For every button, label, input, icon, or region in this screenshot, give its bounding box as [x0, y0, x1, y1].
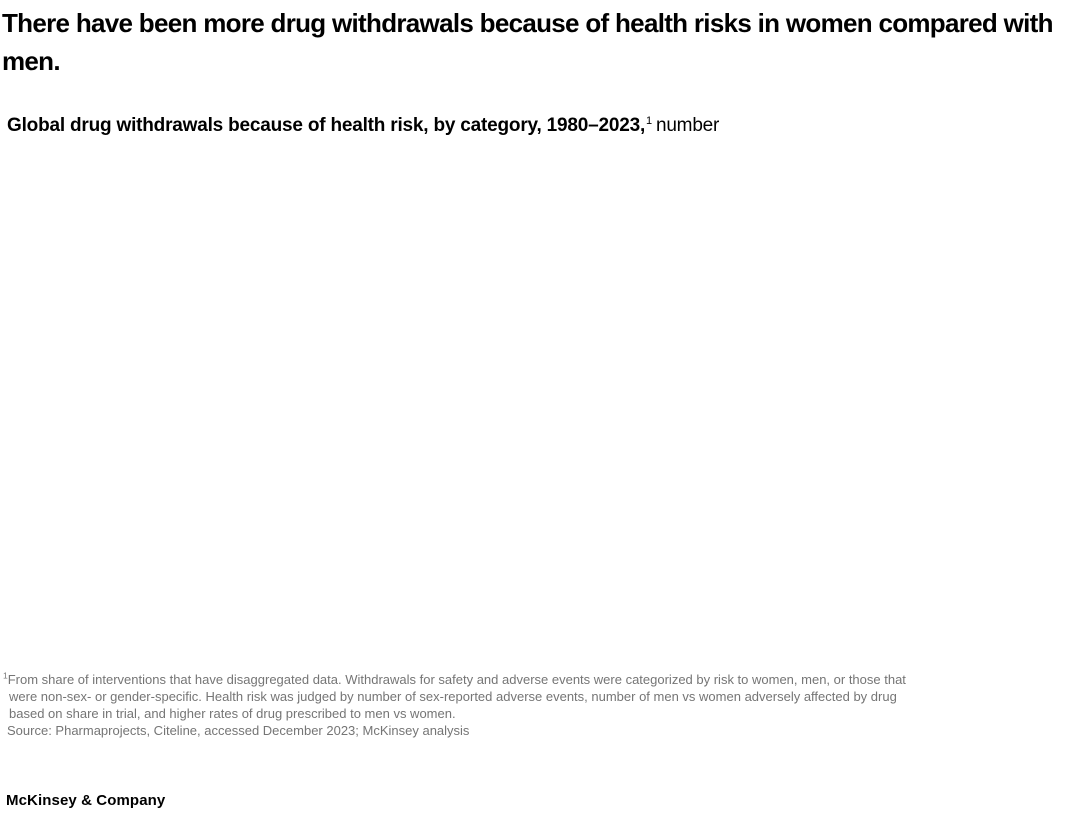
footnote-text: From share of interventions that have di…: [7, 672, 906, 687]
page-title: There have been more drug withdrawals be…: [2, 8, 1054, 76]
footnote-line-1: 1From share of interventions that have d…: [3, 671, 1060, 688]
footnote-reference-superscript: 1: [646, 114, 652, 127]
source-line: Source: Pharmaprojects, Citeline, access…: [7, 723, 470, 738]
footnote-line-2: were non-sex- or gender-specific. Health…: [9, 689, 897, 704]
mckinsey-company-wordmark: McKinsey & Company: [6, 792, 166, 809]
footnote-marker-superscript: 1: [3, 670, 8, 681]
chart-plot-area-empty: [7, 139, 1060, 671]
chart-unit-label: number: [655, 115, 720, 136]
chart-title-text: Global drug withdrawals because of healt…: [7, 115, 646, 136]
footnote-line-3: based on share in trial, and higher rate…: [9, 706, 456, 721]
chart-title: Global drug withdrawals because of healt…: [7, 113, 1060, 139]
footnote-block: 1From share of interventions that have d…: [3, 671, 1060, 739]
